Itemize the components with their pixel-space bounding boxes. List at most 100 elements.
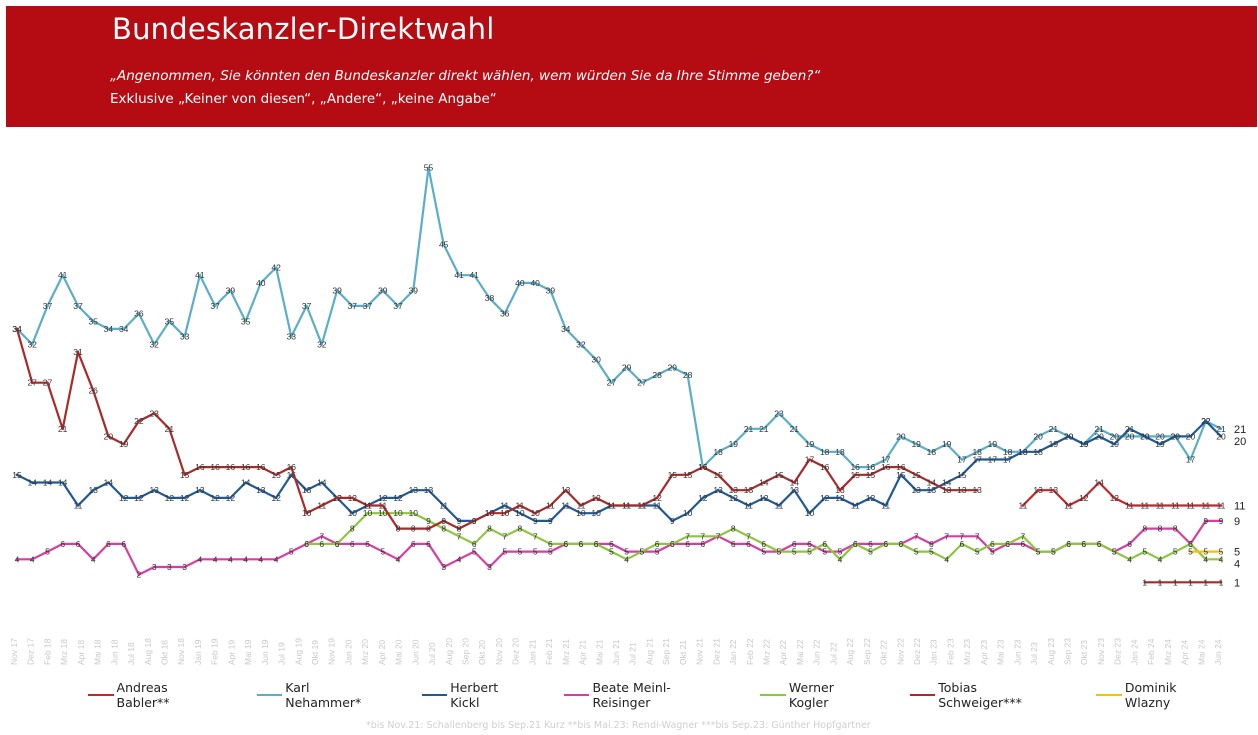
data-label: 37 (210, 301, 220, 311)
data-label: 9 (533, 516, 538, 526)
data-label: 7 (685, 531, 690, 541)
data-point (701, 465, 705, 469)
x-tick-label: Apr 18 (76, 640, 86, 665)
end-label: 1 (1234, 577, 1240, 589)
data-point (152, 343, 156, 346)
data-point (594, 496, 598, 500)
data-point (198, 488, 202, 492)
data-point (640, 381, 644, 385)
data-label: 14 (58, 478, 68, 488)
data-label: 15 (713, 470, 723, 480)
data-label: 16 (195, 462, 205, 472)
data-label: 21 (790, 424, 800, 434)
data-point (503, 550, 507, 553)
data-point (1219, 550, 1223, 553)
data-point (930, 481, 933, 484)
data-label: 1 (1158, 577, 1163, 587)
data-point (442, 565, 446, 569)
data-label: 6 (76, 539, 81, 549)
data-point (46, 481, 49, 484)
data-point (869, 465, 872, 469)
data-point (198, 465, 202, 469)
data-point (732, 488, 735, 492)
data-point (823, 465, 826, 469)
data-label: 17 (988, 455, 998, 465)
data-label: 19 (942, 439, 952, 449)
header-banner: Bundeskanzler-Direktwahl „Angenommen, Si… (6, 6, 1257, 127)
data-label: 2 (137, 570, 142, 580)
data-point (442, 504, 446, 507)
data-point (91, 488, 95, 492)
data-label: 9 (670, 516, 675, 526)
data-label: 6 (1127, 539, 1132, 549)
footnote: *bis Nov.21: Schallenberg bis Sep.21 Kur… (366, 720, 871, 731)
data-label: 32 (576, 339, 586, 349)
legend-label: Dominik Wlazny (1124, 680, 1177, 710)
data-point (488, 296, 491, 300)
data-point (853, 542, 857, 546)
data-point (762, 481, 766, 484)
data-point (30, 343, 34, 346)
x-tick-label: Nov 19 (327, 638, 337, 665)
data-label: 11 (1018, 501, 1027, 511)
data-point (793, 427, 796, 431)
data-point (503, 511, 507, 515)
data-point (549, 542, 552, 546)
x-tick-label: Jul 20 (427, 642, 437, 665)
data-label: 12 (729, 493, 739, 503)
x-tick-label: Jul 22 (828, 642, 838, 665)
data-point (777, 473, 781, 477)
data-label: 4 (274, 554, 279, 564)
data-label: 7 (700, 531, 705, 541)
chart-x-axis: Nov 17 Dez 17 Feb 18 Mrz 18 Apr 18 Mai 18 Jun … (9, 638, 1223, 665)
data-point (747, 427, 750, 431)
x-tick-label: Mrz 20 (360, 639, 370, 665)
data-point (716, 450, 720, 454)
data-label: 34 (104, 324, 114, 334)
end-label: 5 (1234, 547, 1240, 559)
data-label: 15 (271, 470, 281, 480)
data-label: 5 (868, 547, 873, 557)
data-label: 7 (1021, 531, 1026, 541)
data-point (686, 535, 689, 538)
data-label: 14 (790, 478, 800, 488)
data-label: 12 (180, 493, 190, 503)
data-label: 20 (1125, 431, 1135, 441)
data-point (1128, 558, 1131, 561)
data-label: 12 (866, 493, 876, 503)
data-label: 4 (624, 554, 629, 564)
data-label: 10 (348, 508, 358, 518)
data-point (457, 535, 461, 538)
data-point (1158, 442, 1162, 446)
data-label: 9 (1219, 516, 1224, 526)
data-label: 20 (1110, 431, 1120, 441)
data-point (610, 381, 613, 385)
data-point (152, 412, 156, 415)
data-point (107, 481, 110, 484)
data-label: 34 (561, 324, 571, 334)
legend-item: Werner Kogler (760, 680, 875, 710)
line-chart: 1113131112141211111111111111343237413735… (9, 163, 1246, 665)
data-point (1097, 542, 1101, 546)
data-point (1143, 504, 1147, 507)
data-label: 41 (195, 270, 205, 280)
data-label: 10 (805, 508, 815, 518)
data-point (1006, 542, 1009, 546)
data-label: 13 (195, 485, 205, 495)
data-point (259, 488, 263, 492)
x-tick-label: Sep 21 (661, 638, 671, 665)
data-point (1174, 581, 1177, 584)
data-label: 42 (271, 263, 281, 273)
data-point (1021, 504, 1025, 507)
data-label: 12 (210, 493, 220, 503)
data-point (1082, 442, 1086, 446)
x-tick-label: Jan 20 (343, 639, 353, 665)
data-point (1067, 542, 1070, 546)
data-label: 8 (1158, 524, 1163, 534)
data-label: 11 (744, 501, 753, 511)
data-point (91, 320, 95, 323)
data-label: 5 (533, 547, 538, 557)
data-label: 15 (896, 470, 906, 480)
